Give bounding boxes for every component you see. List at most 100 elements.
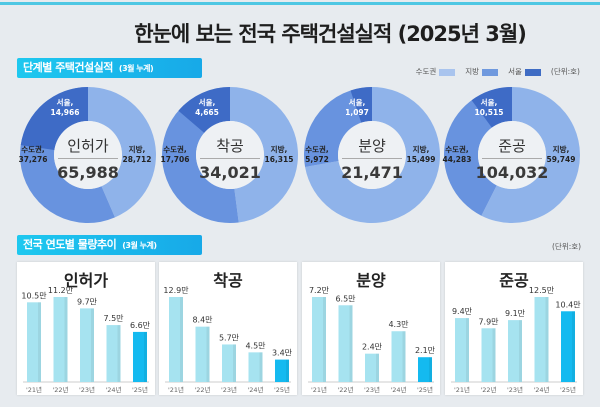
slice-jibang (88, 87, 157, 218)
bar (418, 357, 432, 382)
label-jibang: 지방, 59,749 (546, 145, 576, 164)
bar-value-label: 2.4만 (362, 343, 383, 352)
bar-shade (376, 353, 379, 382)
bar (133, 331, 147, 382)
bar-value-label: 6.5만 (335, 294, 356, 303)
donut-chart: 서울, 4,665 수도권, 17,706 지방, 16,315 착공 34,021 (155, 80, 305, 230)
divider (200, 158, 260, 159)
bar-value-label: 12.5만 (529, 286, 555, 295)
label-sudo: 수도권, 44,283 (442, 145, 472, 164)
x-tick-label: '21년 (454, 385, 470, 394)
label-sudo: 수도권, 17,706 (160, 145, 190, 164)
bar (481, 328, 496, 382)
bar (455, 318, 469, 382)
bar (312, 297, 326, 382)
bar (338, 305, 353, 382)
legend-item-jibang: 지방 (465, 66, 499, 77)
label-seoul: 서울, 10,515 (474, 98, 504, 117)
donut-center (478, 121, 546, 189)
bar-value-label: 3.4만 (272, 349, 293, 358)
x-tick-label: '24년 (247, 385, 263, 394)
bar (248, 352, 263, 382)
donut-chart: 서울, 1,097 수도권, 5,972 지방, 15,499 분양 21,471 (297, 80, 447, 230)
label-seoul: 서울, 1,097 (345, 98, 369, 117)
bar-shade (545, 297, 549, 382)
legend-item-seoul: 서울 (508, 66, 541, 77)
bar-value-label: 9.1만 (505, 309, 526, 318)
section-header-stage: 단계별 주택건설실적 (3월 누계) (17, 58, 202, 78)
donut-total: 21,471 (341, 163, 403, 182)
bar-chart-title: 준공 (499, 271, 529, 290)
label-jibang: 지방, 28,712 (122, 145, 152, 164)
donut-title: 착공 (216, 137, 244, 155)
slice-jibang (230, 87, 298, 223)
legend-item-sudo: 수도권 (416, 66, 456, 77)
slice-seoul (178, 87, 230, 133)
bar-shade (180, 297, 183, 382)
bar-shade (38, 302, 41, 382)
bar (508, 320, 522, 382)
bar-shade (117, 325, 121, 382)
bar-shade (429, 357, 432, 382)
bar (534, 297, 549, 382)
x-tick-label: '22년 (194, 385, 210, 394)
x-tick-label: '23년 (79, 385, 95, 394)
slice-jibang (305, 87, 440, 223)
bar-value-label: 4.5만 (245, 341, 266, 350)
donut-center (196, 121, 264, 189)
donut-chart: 서울, 10,515 수도권, 44,283 지방, 59,749 준공 104,032 (437, 80, 587, 230)
top-accent-line (0, 2, 600, 5)
bar-value-label: 5.7만 (219, 333, 240, 342)
label-jibang: 지방, 15,499 (406, 145, 436, 164)
bar-shade (233, 344, 236, 382)
bar-value-label: 11.2만 (48, 286, 74, 295)
bar-shade (492, 328, 496, 382)
bar-value-label: 7.9만 (478, 317, 499, 326)
bar-chart-panel: 인허가 10.5만 '21년 11.2만 '22년 9.7만 '23년 7.5만 '24년 6.6… (17, 262, 155, 395)
bar-shade (519, 320, 522, 382)
donut-title: 준공 (498, 137, 526, 155)
divider (58, 158, 118, 159)
bar-shade (144, 331, 147, 382)
bar-shade (64, 297, 68, 382)
bar (27, 302, 41, 382)
bar (80, 308, 94, 382)
donut-total: 104,032 (475, 163, 549, 182)
section-title: 단계별 주택건설실적 (23, 61, 113, 74)
slice-seoul (471, 87, 512, 128)
x-tick-label: '23년 (221, 385, 237, 394)
donut-title: 분양 (358, 137, 386, 155)
bar-chart-title: 분양 (356, 271, 386, 290)
x-tick-label: '23년 (507, 385, 523, 394)
section-subtitle: (3월 누계) (122, 241, 157, 250)
divider (342, 158, 402, 159)
divider (482, 158, 542, 159)
bar (365, 353, 379, 382)
x-tick-label: '21년 (26, 385, 42, 394)
donut-center (54, 121, 122, 189)
slice-seoul (20, 87, 89, 151)
bar-value-label: 10.5만 (21, 291, 47, 300)
bar-chart-panel: 착공 12.9만 '21년 8.4만 '22년 5.7만 '23년 4.5만 '24년 3.4만 '… (159, 262, 297, 395)
bar-value-label: 6.6만 (130, 321, 151, 330)
bar-shade (323, 297, 326, 382)
x-tick-label: '21년 (311, 385, 327, 394)
section-header-yearly: 전국 연도별 물량추이 (3월 누계) (17, 235, 202, 255)
section-title: 전국 연도별 물량추이 (23, 238, 117, 251)
x-tick-label: '24년 (533, 385, 549, 394)
bar (106, 325, 121, 382)
slice-sudo (304, 87, 372, 167)
bar-value-label: 7.2만 (309, 286, 330, 295)
unit-label: (단위:호) (550, 67, 580, 76)
donut-center (338, 121, 406, 189)
bar-value-label: 7.5만 (103, 314, 124, 323)
bar-value-label: 9.7만 (77, 297, 98, 306)
page-title: 한눈에 보는 전국 주택건설실적 (2025년 3월) (134, 22, 527, 46)
donut-title: 인허가 (67, 137, 109, 155)
bar (391, 331, 406, 382)
x-tick-label: '22년 (337, 385, 353, 394)
x-tick-label: '24년 (105, 385, 121, 394)
bar-shade (91, 308, 94, 382)
section-subtitle: (3월 누계) (118, 64, 154, 73)
bar (169, 297, 183, 382)
